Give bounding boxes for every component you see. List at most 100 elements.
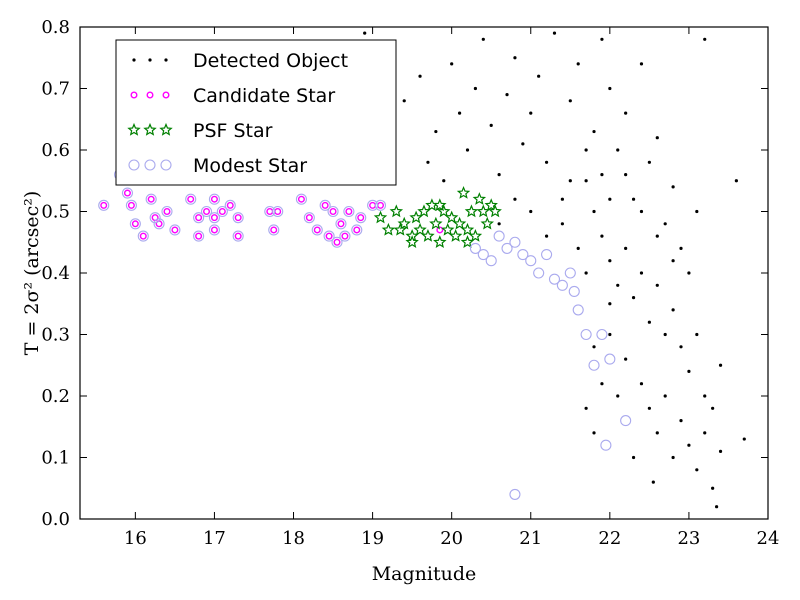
y-tick-label: 0.7 <box>41 79 70 100</box>
data-point <box>393 222 408 236</box>
data-point <box>137 230 149 242</box>
legend: Detected Object Candidate Star PSF Star Mod… <box>115 39 397 186</box>
data-point <box>568 285 580 298</box>
data-point <box>163 207 171 215</box>
data-point <box>477 249 489 261</box>
data-point <box>426 160 430 164</box>
data-point <box>513 197 517 201</box>
data-point <box>616 394 620 398</box>
data-point <box>624 111 628 115</box>
data-point <box>620 415 632 427</box>
data-point <box>210 226 218 234</box>
data-point <box>485 255 497 267</box>
axis-ticks: 16 17 18 19 20 21 22 23 24 0.0 0.1 0.2 0.3 0.4 0.5 0.6 0… <box>41 17 779 549</box>
legend-marker <box>144 159 156 171</box>
data-point <box>195 232 203 240</box>
data-point <box>185 193 197 205</box>
data-point <box>169 224 181 236</box>
data-point <box>409 210 423 224</box>
data-point <box>608 332 612 337</box>
data-point <box>374 199 387 211</box>
data-point <box>560 222 564 226</box>
data-point <box>187 195 195 203</box>
data-point <box>509 236 521 248</box>
data-point <box>444 210 459 224</box>
data-point <box>600 173 604 177</box>
data-point <box>544 234 549 238</box>
data-point <box>647 320 651 324</box>
data-point <box>321 201 329 209</box>
data-point <box>464 204 479 218</box>
data-point <box>377 201 385 209</box>
data-point <box>448 229 463 242</box>
legend-label: Detected Object <box>193 50 348 72</box>
data-point <box>311 224 323 236</box>
y-axis-label: T = 2σ² (arcsec²) <box>21 191 43 356</box>
data-point <box>537 74 541 78</box>
data-point <box>418 74 422 78</box>
data-point <box>564 267 576 279</box>
data-point <box>687 443 691 447</box>
data-point <box>465 148 470 152</box>
data-point <box>521 142 525 146</box>
data-point <box>450 62 454 66</box>
series-detected-object <box>331 31 746 509</box>
data-point <box>651 480 655 484</box>
data-point <box>616 148 620 152</box>
series-modest-star <box>98 169 632 500</box>
data-point <box>274 207 282 215</box>
data-point <box>369 201 377 209</box>
data-point <box>616 283 620 287</box>
data-point <box>695 209 699 214</box>
data-point <box>742 437 746 441</box>
legend-marker <box>127 122 141 136</box>
data-point <box>208 224 220 236</box>
data-point <box>98 199 110 211</box>
data-point <box>434 129 438 134</box>
data-point <box>343 205 355 218</box>
data-point <box>161 205 173 218</box>
data-point <box>456 185 471 199</box>
data-point <box>703 394 707 398</box>
data-point <box>297 195 305 203</box>
data-point <box>580 328 592 341</box>
data-point <box>679 345 683 349</box>
data-point <box>493 230 505 242</box>
data-point <box>234 232 242 240</box>
data-point <box>331 236 343 248</box>
data-point <box>218 207 226 215</box>
legend-label: Modest Star <box>193 155 307 177</box>
data-point <box>718 363 723 367</box>
data-point <box>472 192 487 205</box>
series-psf-star <box>373 185 502 248</box>
data-point <box>333 238 341 246</box>
data-point <box>397 216 411 230</box>
data-point <box>357 214 365 222</box>
data-point <box>718 449 723 453</box>
data-point <box>123 189 131 197</box>
data-point <box>608 86 612 91</box>
data-point <box>513 56 517 60</box>
data-point <box>548 273 561 285</box>
x-tick-label: 23 <box>677 528 700 549</box>
data-point <box>576 246 580 250</box>
y-tick-label: 0.1 <box>41 448 70 469</box>
data-point <box>592 345 596 349</box>
data-point <box>663 222 667 226</box>
data-point <box>509 488 521 500</box>
legend-marker <box>162 91 170 99</box>
data-point <box>600 37 604 41</box>
data-point <box>481 37 485 41</box>
data-point <box>671 455 675 460</box>
data-point <box>497 222 501 226</box>
data-point <box>337 220 345 228</box>
data-point <box>556 279 568 291</box>
legend-entry: Modest Star <box>128 155 307 177</box>
data-point <box>592 431 596 435</box>
data-point <box>584 179 588 183</box>
data-point <box>671 185 675 189</box>
data-point <box>647 160 651 164</box>
legend-marker <box>160 159 172 171</box>
data-point <box>457 111 462 115</box>
